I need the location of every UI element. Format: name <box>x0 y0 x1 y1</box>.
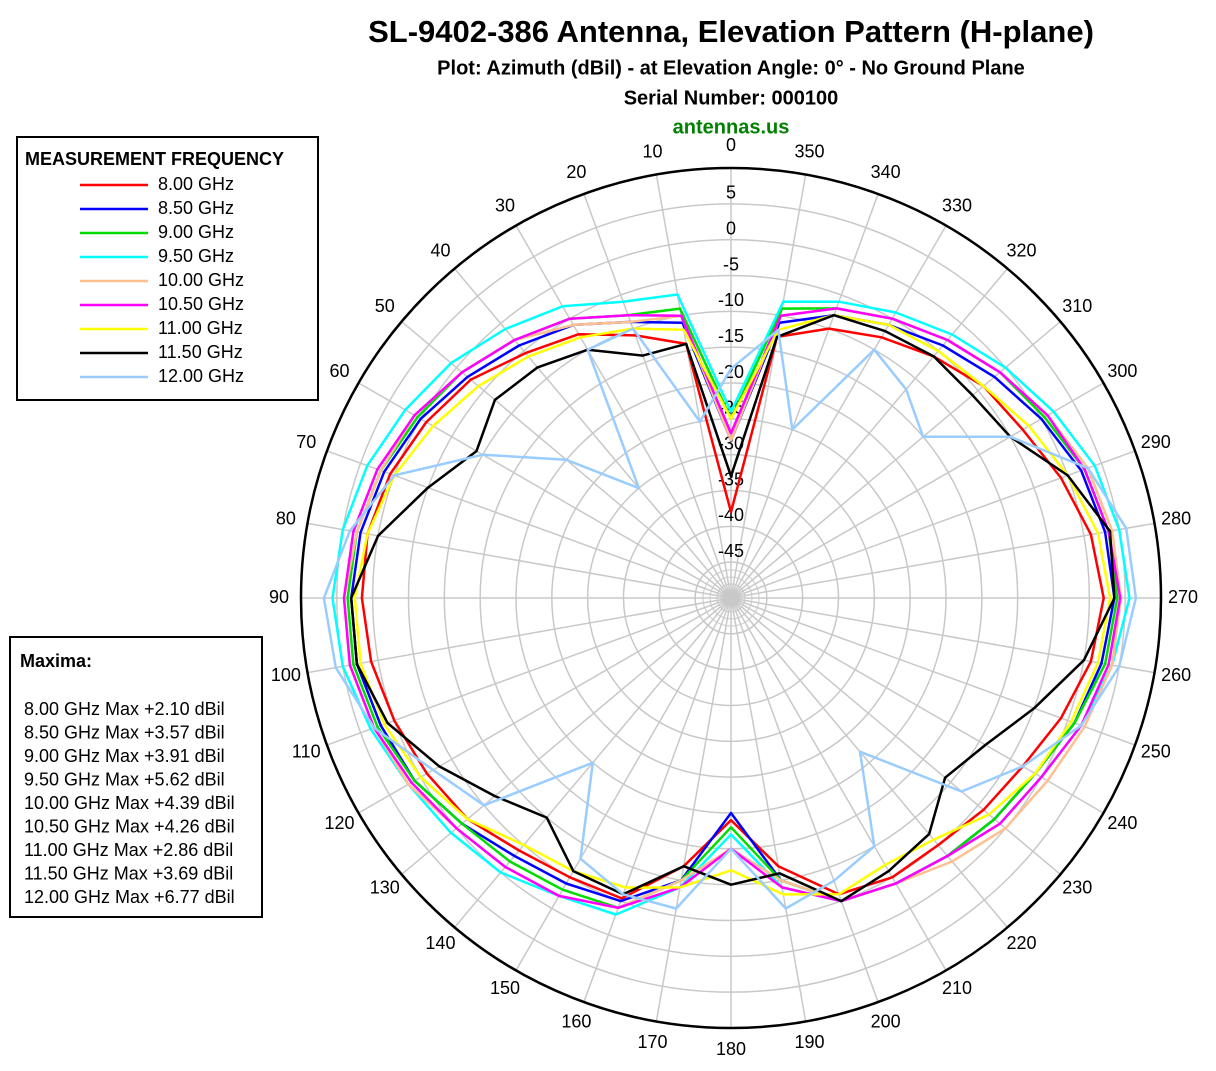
outer-ring <box>299 166 1163 1030</box>
grid-spoke <box>515 225 732 599</box>
angle-label: 70 <box>296 432 316 452</box>
angle-label: 140 <box>425 933 455 953</box>
subtitle: Plot: Azimuth (dBil) - at Elevation Angl… <box>437 57 1025 79</box>
r-tick-label: -5 <box>723 254 739 274</box>
grid-spoke <box>730 597 807 1022</box>
angle-label: 270 <box>1168 587 1198 607</box>
angle-label: 110 <box>292 741 321 761</box>
angle-label: 320 <box>1007 240 1037 260</box>
grid-spoke <box>655 597 732 1022</box>
grid-spoke <box>730 225 947 599</box>
grid-spoke <box>515 597 732 971</box>
angle-label: 340 <box>871 162 901 182</box>
angle-label: 100 <box>271 665 301 685</box>
angle-label: 90 <box>269 587 289 607</box>
angle-label: 30 <box>495 195 515 215</box>
angle-label: 280 <box>1161 508 1191 528</box>
angle-label: 220 <box>1007 933 1037 953</box>
legend-label: 9.00 GHz <box>158 222 234 242</box>
angle-label: 240 <box>1107 813 1137 833</box>
maxima-line: 12.00 GHz Max +6.77 dBil <box>24 887 235 907</box>
r-tick-label: -40 <box>718 505 744 525</box>
angle-label: 260 <box>1161 665 1191 685</box>
series-line <box>331 293 1131 916</box>
maxima-line: 8.00 GHz Max +2.10 dBil <box>24 699 225 719</box>
maxima-line: 9.50 GHz Max +5.62 dBil <box>24 769 225 789</box>
angle-label: 10 <box>642 142 662 162</box>
r-tick-label: -30 <box>718 433 744 453</box>
legend-title: MEASUREMENT FREQUENCY <box>25 149 284 169</box>
maxima-line: 11.00 GHz Max +2.86 dBil <box>24 840 233 860</box>
angle-label: 160 <box>561 1011 591 1031</box>
angle-label: 20 <box>566 162 586 182</box>
angle-label: 150 <box>490 978 520 998</box>
grid-spoke <box>583 597 732 1003</box>
angle-label: 300 <box>1107 361 1137 381</box>
grid-spoke <box>454 268 732 599</box>
angle-label: 50 <box>375 296 395 316</box>
maxima-line: 10.00 GHz Max +4.39 dBil <box>24 793 235 813</box>
maxima-box <box>9 636 263 918</box>
grid-spoke <box>730 597 947 971</box>
angle-label: 210 <box>942 978 972 998</box>
angle-label: 130 <box>370 877 400 897</box>
angle-label: 330 <box>942 195 972 215</box>
angle-label: 190 <box>794 1032 824 1052</box>
r-tick-label: -20 <box>718 362 744 382</box>
maxima-line: 11.50 GHz Max +3.69 dBil <box>24 863 233 883</box>
angle-label: 60 <box>330 361 350 381</box>
r-tick-label: 0 <box>726 218 736 238</box>
serial: Serial Number: 000100 <box>624 87 839 109</box>
angle-label: 350 <box>794 142 824 162</box>
grid-spoke <box>307 597 732 674</box>
angle-label: 290 <box>1141 432 1171 452</box>
grid-spoke <box>730 193 879 599</box>
maxima-line: 9.00 GHz Max +3.91 dBil <box>24 746 225 766</box>
legend-label: 10.00 GHz <box>158 270 244 290</box>
legend-box <box>16 136 319 401</box>
grid-spoke <box>730 597 1136 746</box>
grid-spoke <box>730 597 879 1003</box>
angle-label: 0 <box>726 135 736 155</box>
legend-label: 11.50 GHz <box>158 342 243 362</box>
chart-title: SL-9402-386 Antenna, Elevation Pattern (… <box>368 14 1094 49</box>
angle-label: 120 <box>325 813 355 833</box>
grid-spoke <box>730 450 1136 599</box>
angle-label: 170 <box>637 1032 667 1052</box>
r-tick-label: -10 <box>718 290 744 310</box>
grid-spoke <box>730 174 807 599</box>
angle-label: 180 <box>716 1039 746 1059</box>
grid-spoke <box>730 268 1008 599</box>
r-tick-label: -15 <box>718 326 744 346</box>
maxima-line: 10.50 GHz Max +4.26 dBil <box>24 816 235 836</box>
r-tick-label: 5 <box>726 183 736 203</box>
r-tick-label: -45 <box>718 541 744 561</box>
legend-label: 9.50 GHz <box>158 246 234 266</box>
series-line <box>353 313 1112 896</box>
maxima-line: 8.50 GHz Max +3.57 dBil <box>24 722 225 742</box>
angle-label: 40 <box>430 240 450 260</box>
series-line <box>322 327 1138 910</box>
website: antennas.us <box>673 116 790 138</box>
grid-spoke <box>730 522 1155 599</box>
angle-label: 230 <box>1062 877 1092 897</box>
legend-label: 10.50 GHz <box>158 294 244 314</box>
angle-label: 200 <box>871 1011 901 1031</box>
grid-spoke <box>326 450 732 599</box>
grid-spoke <box>583 193 732 599</box>
legend-label: 8.00 GHz <box>158 174 234 194</box>
legend-label: 12.00 GHz <box>158 366 244 386</box>
series-line <box>346 307 1119 910</box>
angle-label: 250 <box>1141 741 1171 761</box>
angle-label: 310 <box>1062 296 1092 316</box>
legend-label: 11.00 GHz <box>158 318 243 338</box>
grid-spoke <box>655 174 732 599</box>
angle-label: 80 <box>276 508 296 528</box>
series-line <box>360 327 1105 900</box>
series-line <box>349 313 1116 903</box>
maxima-title: Maxima: <box>20 651 92 671</box>
legend-label: 8.50 GHz <box>158 198 234 218</box>
grid-spoke <box>730 597 1008 928</box>
